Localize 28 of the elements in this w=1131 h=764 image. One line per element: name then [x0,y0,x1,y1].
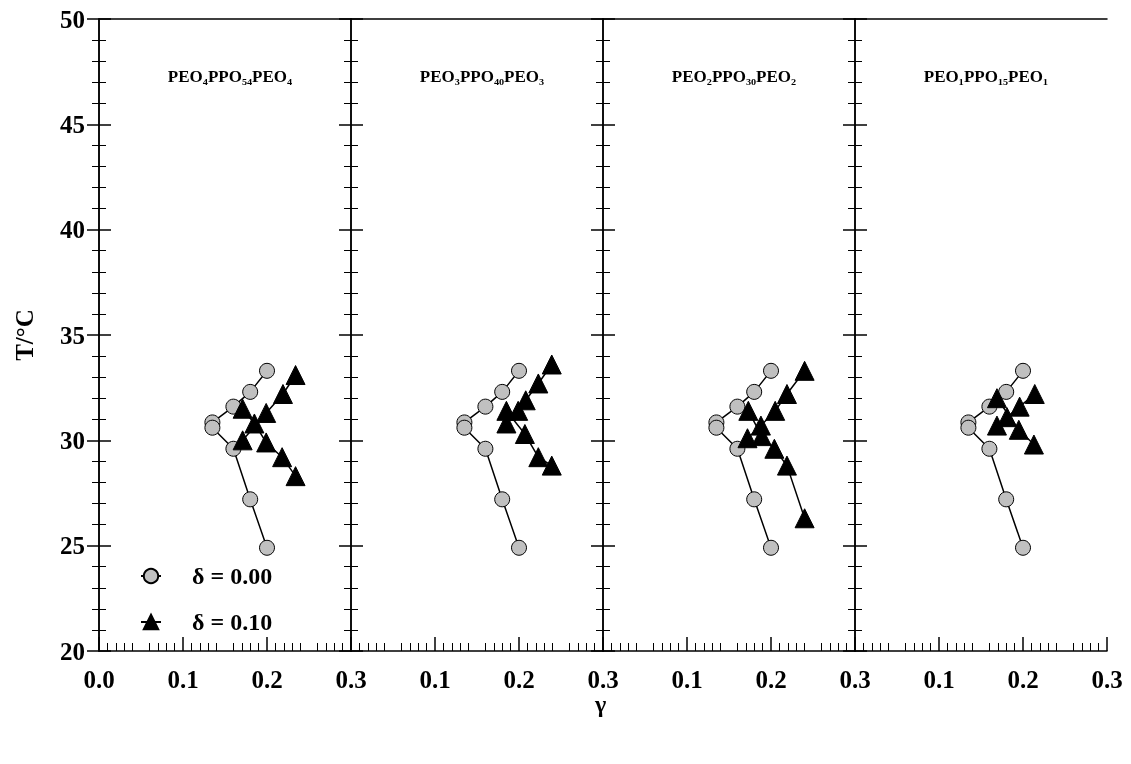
x-tick-label: 0.0 [83,666,115,693]
text: PEO₂PPO₃₀PEO₂ [671,67,797,86]
legend-label: δ = 0.00 [192,563,273,589]
x-tick-label: 0.1 [419,666,451,693]
x-tick-label: 0.2 [251,666,283,693]
x-tick-label: 0.3 [1091,666,1123,693]
y-tick-label: 50 [60,5,85,33]
x-tick-label: 0.1 [167,666,199,693]
x-tick-label: 0.2 [1007,666,1039,693]
text: PEO₁PPO₁₅PEO₁ [923,67,1049,86]
y-tick-label: 30 [60,426,85,454]
y-tick-label: 25 [60,532,85,560]
x-tick-label: 0.1 [671,666,703,693]
x-tick-label: 0.2 [503,666,535,693]
y-tick-label: 35 [60,321,85,349]
x-tick-label: 0.3 [587,666,619,693]
x-tick-label: 0.3 [839,666,871,693]
x-axis-title: γ [594,691,607,717]
y-axis-title: T/°C [11,309,38,361]
x-tick-label: 0.2 [755,666,787,693]
y-tick-label: 40 [60,216,85,244]
x-tick-label: 0.3 [335,666,367,693]
x-tick-label: 0.1 [923,666,955,693]
text: PEO₃PPO₄₀PEO₃ [419,67,545,86]
legend-label: δ = 0.10 [192,609,273,635]
y-tick-label: 20 [60,637,85,665]
text: PEO₄PPO₅₄PEO₄ [167,67,293,86]
y-tick-label: 45 [60,110,85,138]
